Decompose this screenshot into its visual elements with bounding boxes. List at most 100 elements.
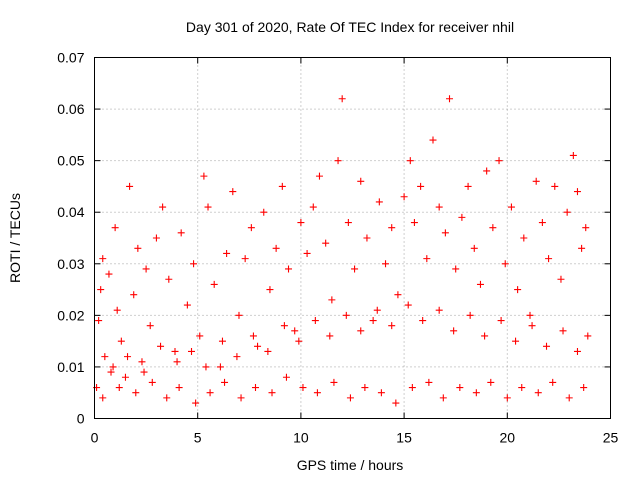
- data-point: [501, 260, 509, 268]
- data-point: [268, 389, 276, 397]
- x-tick-label: 10: [293, 430, 309, 446]
- data-point: [177, 229, 185, 237]
- data-point: [175, 384, 183, 392]
- data-point: [565, 394, 573, 402]
- x-axis-label: GPS time / hours: [297, 457, 404, 473]
- data-point: [132, 389, 140, 397]
- data-point: [264, 347, 272, 355]
- data-point: [549, 378, 557, 386]
- data-point: [97, 286, 105, 294]
- data-point: [382, 260, 390, 268]
- data-point: [543, 342, 551, 350]
- data-point: [425, 378, 433, 386]
- data-point: [251, 384, 259, 392]
- data-point: [456, 384, 464, 392]
- data-point: [200, 172, 208, 180]
- data-point: [573, 188, 581, 196]
- data-point: [142, 265, 150, 273]
- data-point: [303, 249, 311, 257]
- data-point: [487, 378, 495, 386]
- y-tick-label: 0.06: [57, 101, 84, 117]
- data-point: [278, 182, 286, 190]
- data-point: [99, 394, 107, 402]
- data-point: [210, 280, 218, 288]
- data-point: [223, 249, 231, 257]
- data-point: [241, 255, 249, 263]
- data-point: [295, 337, 303, 345]
- x-tick-label: 25: [603, 430, 619, 446]
- data-point: [313, 389, 321, 397]
- data-point: [512, 337, 520, 345]
- data-point: [406, 157, 414, 165]
- data-point: [481, 332, 489, 340]
- data-point: [285, 265, 293, 273]
- data-point: [237, 394, 245, 402]
- data-point: [309, 203, 317, 211]
- y-tick-label: 0: [77, 411, 85, 427]
- data-point: [109, 363, 117, 371]
- data-point: [328, 296, 336, 304]
- data-point: [95, 317, 103, 325]
- data-point: [202, 363, 210, 371]
- data-point: [221, 378, 229, 386]
- plot-frame: [94, 57, 611, 419]
- data-point: [157, 342, 165, 350]
- data-point: [138, 358, 146, 366]
- y-tick-label: 0.04: [57, 204, 84, 220]
- data-point: [326, 332, 334, 340]
- data-point: [357, 327, 365, 335]
- data-point: [322, 239, 330, 247]
- data-point: [495, 157, 503, 165]
- data-point: [346, 394, 354, 402]
- data-point: [126, 182, 134, 190]
- data-point: [518, 384, 526, 392]
- data-point: [514, 286, 522, 294]
- data-point: [417, 182, 425, 190]
- data-point: [204, 203, 212, 211]
- data-point: [233, 353, 241, 361]
- chart-title: Day 301 of 2020, Rate Of TEC Index for r…: [186, 19, 514, 35]
- data-point: [291, 327, 299, 335]
- data-point: [400, 193, 408, 201]
- data-point: [357, 177, 365, 185]
- data-point: [528, 322, 536, 330]
- data-point: [282, 373, 290, 381]
- data-point: [573, 347, 581, 355]
- data-point: [483, 167, 491, 175]
- data-point: [580, 384, 588, 392]
- y-tick-label: 0.01: [57, 359, 84, 375]
- data-point: [124, 353, 132, 361]
- data-point: [388, 322, 396, 330]
- data-point: [130, 291, 138, 299]
- data-point: [338, 95, 346, 103]
- data-point: [190, 260, 198, 268]
- data-point: [538, 219, 546, 227]
- data-point: [582, 224, 590, 232]
- data-point: [452, 265, 460, 273]
- y-tick-label: 0.07: [57, 50, 84, 66]
- data-point: [563, 208, 571, 216]
- data-point: [247, 224, 255, 232]
- data-point: [111, 224, 119, 232]
- data-point: [254, 342, 262, 350]
- data-point: [429, 136, 437, 144]
- data-point: [361, 384, 369, 392]
- data-point: [408, 384, 416, 392]
- data-point: [446, 95, 454, 103]
- data-point: [559, 327, 567, 335]
- data-point: [435, 203, 443, 211]
- y-tick-label: 0.05: [57, 153, 84, 169]
- data-point: [394, 291, 402, 299]
- data-point: [152, 234, 160, 242]
- data-point: [458, 213, 466, 221]
- data-point: [466, 311, 474, 319]
- data-point: [297, 219, 305, 227]
- data-point: [342, 311, 350, 319]
- data-point: [377, 389, 385, 397]
- data-point: [134, 244, 142, 252]
- x-tick-label: 5: [194, 430, 202, 446]
- data-point: [163, 394, 171, 402]
- y-tick-label: 0.03: [57, 256, 84, 272]
- data-point: [526, 311, 534, 319]
